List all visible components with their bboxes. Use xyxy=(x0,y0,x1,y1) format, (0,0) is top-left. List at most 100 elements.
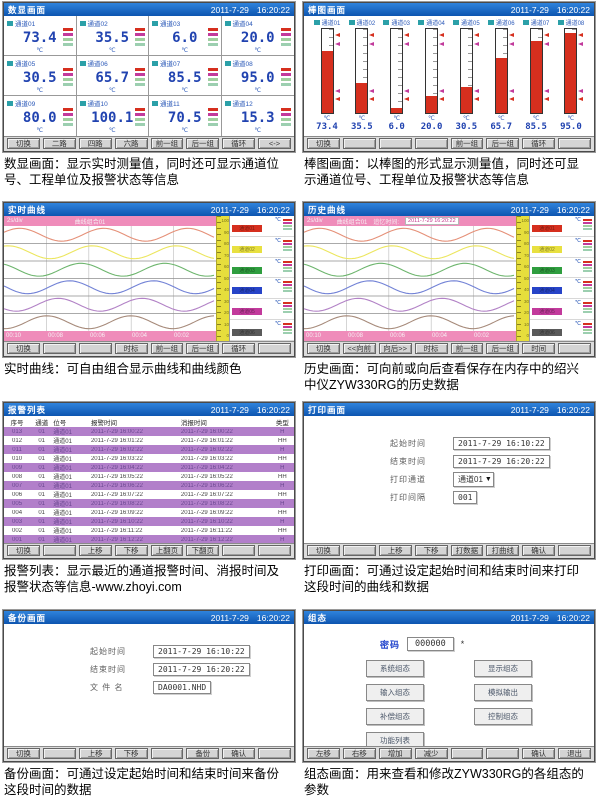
footer-button[interactable]: 前一组 xyxy=(450,138,484,149)
footer-button[interactable]: 循环 xyxy=(522,138,556,149)
file-name-input[interactable]: DA0001.NHD xyxy=(153,680,212,694)
alarm-row[interactable]: 012 01 通道01 2011-7-29 16:01:22 2011-7-29 16:… xyxy=(4,436,294,445)
print-interval-input[interactable]: 001 xyxy=(453,490,478,504)
footer-button[interactable]: 切换 xyxy=(7,748,40,759)
footer-button[interactable]: 上移 xyxy=(378,545,412,556)
footer-button-blank[interactable] xyxy=(42,343,76,354)
alarm-row[interactable]: 005 01 通道01 2011-7-29 16:08:22 2011-7-29 16:… xyxy=(4,499,294,508)
channel-value: 95.0 xyxy=(240,70,275,86)
footer-button-blank[interactable] xyxy=(78,343,112,354)
footer-button[interactable]: 下移 xyxy=(414,545,448,556)
footer-button[interactable]: 切换 xyxy=(307,343,340,354)
footer-button[interactable]: 上移 xyxy=(78,748,112,759)
compensation-config-button[interactable]: 补偿组态 xyxy=(366,708,424,725)
footer-button-blank[interactable] xyxy=(258,545,291,556)
footer-button-blank[interactable] xyxy=(378,138,412,149)
unit-label: ℃ xyxy=(274,217,281,223)
footer-button[interactable]: 右移 xyxy=(342,748,376,759)
footer-button[interactable]: 切换 xyxy=(7,343,40,354)
footer-button[interactable]: 确认 xyxy=(522,748,556,759)
footer-button[interactable]: 上移 xyxy=(78,545,112,556)
alarm-row[interactable]: 007 01 通道01 2011-7-29 16:06:22 2011-7-29 16:… xyxy=(4,481,294,490)
footer-button-blank[interactable] xyxy=(150,748,184,759)
analog-output-button[interactable]: 模拟输出 xyxy=(474,684,532,701)
footer-button-blank[interactable] xyxy=(258,343,291,354)
print-channel-select[interactable]: 通道01 ▼ xyxy=(453,471,494,487)
start-time-input[interactable]: 2011-7-29 16:10:22 xyxy=(453,436,550,450)
alarm-row[interactable]: 006 01 通道01 2011-7-29 16:07:22 2011-7-29 16:… xyxy=(4,490,294,499)
footer-button[interactable]: 增加 xyxy=(378,748,412,759)
footer-button-blank[interactable] xyxy=(342,545,376,556)
display-config-button[interactable]: 显示组态 xyxy=(474,660,532,677)
footer-button[interactable]: <<向前 xyxy=(342,343,376,354)
password-input[interactable]: 000000 xyxy=(407,637,454,651)
footer-button[interactable]: 退出 xyxy=(558,748,591,759)
footer-button[interactable]: 向后>> xyxy=(378,343,412,354)
control-config-button[interactable]: 控制组态 xyxy=(474,708,532,725)
footer-button[interactable]: 循环 xyxy=(222,138,256,149)
footer-button[interactable]: <-> xyxy=(258,138,291,149)
footer-button[interactable]: 打曲线 xyxy=(486,545,520,556)
footer-button[interactable]: 后一组 xyxy=(186,138,220,149)
footer-button[interactable]: 切换 xyxy=(307,138,340,149)
start-time-input[interactable]: 2011-7-29 16:10:22 xyxy=(153,644,250,658)
footer-button[interactable]: 二路 xyxy=(42,138,76,149)
footer-button[interactable]: 减少 xyxy=(414,748,448,759)
footer-button[interactable]: 后一组 xyxy=(486,343,520,354)
footer-button[interactable]: 时标 xyxy=(414,343,448,354)
alarm-row[interactable]: 013 01 通道01 2011-7-29 16:00:22 2011-7-29 16:… xyxy=(4,427,294,436)
footer-button-blank[interactable] xyxy=(222,545,256,556)
footer-button-blank[interactable] xyxy=(558,545,591,556)
footer-button[interactable]: 时间 xyxy=(522,343,556,354)
footer-button[interactable]: 切换 xyxy=(7,138,40,149)
footer-button-blank[interactable] xyxy=(342,138,376,149)
footer-button[interactable]: 前一组 xyxy=(150,343,184,354)
alarm-row[interactable]: 010 01 通道01 2011-7-29 16:03:22 2011-7-29 16:… xyxy=(4,454,294,463)
footer-button[interactable]: 下移 xyxy=(114,545,148,556)
alarm-marker-icon xyxy=(334,88,340,93)
footer-button[interactable]: 后一组 xyxy=(486,138,520,149)
alarm-row[interactable]: 004 01 通道01 2011-7-29 16:09:22 2011-7-29 16:… xyxy=(4,508,294,517)
alarm-indicator xyxy=(283,287,292,290)
footer-button[interactable]: 四路 xyxy=(78,138,112,149)
footer-button[interactable]: 打数据 xyxy=(450,545,484,556)
footer-button[interactable]: 下翻页 xyxy=(186,545,220,556)
footer-button-blank[interactable] xyxy=(486,748,520,759)
footer-button[interactable]: 前一组 xyxy=(150,138,184,149)
footer-button-blank[interactable] xyxy=(558,343,591,354)
footer-button[interactable]: 左移 xyxy=(307,748,340,759)
footer-button-blank[interactable] xyxy=(42,545,76,556)
channel-icon xyxy=(79,20,86,26)
unit-label: ℃ xyxy=(497,116,505,122)
input-config-button[interactable]: 输入组态 xyxy=(366,684,424,701)
titlebar: 历史曲线 2011-7-29 16:20:22 xyxy=(304,203,594,216)
footer-button[interactable]: 后一组 xyxy=(186,343,220,354)
footer-button[interactable]: 切换 xyxy=(7,545,40,556)
footer-button[interactable]: 备份 xyxy=(186,748,220,759)
alarm-row[interactable]: 001 01 通道01 2011-7-29 16:12:22 2011-7-29 16:… xyxy=(4,535,294,543)
alarm-row[interactable]: 009 01 通道01 2011-7-29 16:04:22 2011-7-29 16:… xyxy=(4,463,294,472)
footer-button[interactable]: 切换 xyxy=(307,545,340,556)
end-time-input[interactable]: 2011-7-29 16:20:22 xyxy=(153,662,250,676)
footer-button[interactable]: 下移 xyxy=(114,748,148,759)
function-list-button[interactable]: 功能列表 xyxy=(366,732,424,746)
footer-button[interactable]: 确认 xyxy=(222,748,256,759)
alarm-row[interactable]: 008 01 通道01 2011-7-29 16:05:22 2011-7-29 16:… xyxy=(4,472,294,481)
footer-button[interactable]: 确认 xyxy=(522,545,556,556)
footer-button-blank[interactable] xyxy=(414,138,448,149)
alarm-row[interactable]: 002 01 通道01 2011-7-29 16:11:22 2011-7-29 16:… xyxy=(4,526,294,535)
footer-button[interactable]: 前一组 xyxy=(450,343,484,354)
footer-button[interactable]: 上翻页 xyxy=(150,545,184,556)
config-menu: 系统组态 输入组态 补偿组态 功能列表 显示组态 模拟输出 控制组态 xyxy=(304,660,594,746)
footer-button-blank[interactable] xyxy=(558,138,591,149)
footer-button[interactable]: 循环 xyxy=(222,343,256,354)
footer-button-blank[interactable] xyxy=(42,748,76,759)
footer-button[interactable]: 六路 xyxy=(114,138,148,149)
end-time-input[interactable]: 2011-7-29 16:20:22 xyxy=(453,454,550,468)
footer-button-blank[interactable] xyxy=(258,748,291,759)
footer-button[interactable]: 时标 xyxy=(114,343,148,354)
footer-button-blank[interactable] xyxy=(450,748,484,759)
alarm-row[interactable]: 003 01 通道01 2011-7-29 16:10:22 2011-7-29 16:… xyxy=(4,517,294,526)
alarm-row[interactable]: 011 01 通道01 2011-7-29 16:02:22 2011-7-29 16:… xyxy=(4,445,294,454)
system-config-button[interactable]: 系统组态 xyxy=(366,660,424,677)
